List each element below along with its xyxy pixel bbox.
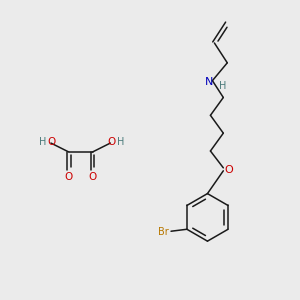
Text: O: O: [107, 137, 116, 147]
Text: N: N: [205, 76, 214, 87]
Text: O: O: [48, 137, 56, 147]
Text: H: H: [39, 137, 47, 147]
Text: H: H: [219, 81, 226, 91]
Text: O: O: [224, 165, 233, 175]
Text: O: O: [88, 172, 97, 182]
Text: H: H: [117, 137, 124, 147]
Text: Br: Br: [158, 227, 169, 237]
Text: O: O: [64, 172, 73, 182]
